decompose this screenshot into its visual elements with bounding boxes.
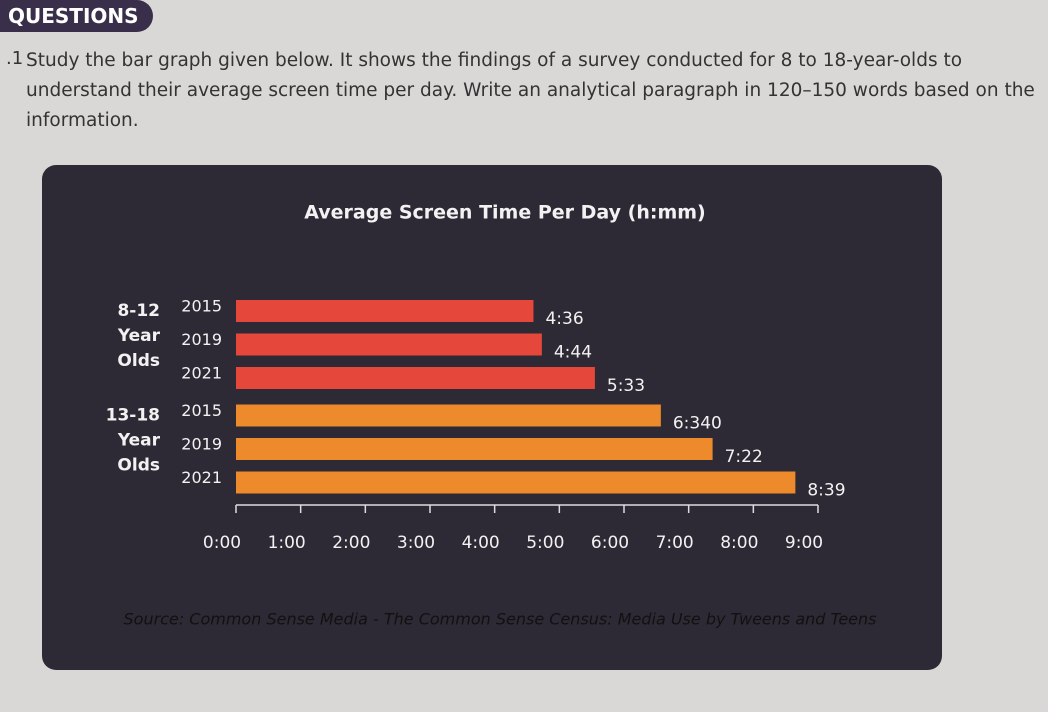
value-label: 5:33 <box>607 376 645 396</box>
category-label: 2019 <box>181 330 222 349</box>
category-label: 2021 <box>181 468 222 487</box>
x-tick-label: 0:00 <box>203 533 241 553</box>
x-tick-label: 6:00 <box>591 533 629 553</box>
group-label: Olds <box>117 351 160 371</box>
category-label: 2019 <box>181 435 222 454</box>
category-label: 2015 <box>181 401 222 420</box>
value-label: 4:44 <box>554 343 592 363</box>
bar <box>236 367 595 389</box>
group-label: 8-12 <box>117 301 160 321</box>
category-label: 2021 <box>181 364 222 383</box>
x-tick-label: 1:00 <box>268 533 306 553</box>
x-tick-label: 9:00 <box>785 533 823 553</box>
value-label: 6:340 <box>673 414 722 434</box>
x-tick-label: 3:00 <box>397 533 435 553</box>
value-label: 4:36 <box>545 309 583 329</box>
bar <box>236 438 713 460</box>
chart-title: Average Screen Time Per Day (h:mm) <box>304 202 706 224</box>
bar <box>236 471 796 494</box>
source: Source: Common Sense Media - The Common … <box>124 610 877 629</box>
x-tick-label: 8:00 <box>720 533 758 553</box>
group-label: 13-18 <box>106 406 160 426</box>
group-label: Olds <box>117 456 160 476</box>
group-label: Year <box>117 326 161 346</box>
section-badge: QUESTIONS <box>0 0 153 32</box>
group-label: Year <box>117 431 161 451</box>
x-tick-label: 7:00 <box>656 533 694 553</box>
value-label: 8:39 <box>807 481 845 501</box>
bar <box>236 333 542 356</box>
bar <box>236 300 534 322</box>
x-tick-label: 2:00 <box>332 533 370 553</box>
bar <box>236 404 661 427</box>
category-label: 2015 <box>181 297 222 316</box>
value-label: 7:22 <box>725 447 763 467</box>
question-number: .1 <box>6 48 24 69</box>
question-text: Study the bar graph given below. It show… <box>26 50 1035 131</box>
x-tick-label: 5:00 <box>526 533 564 553</box>
x-tick-label: 4:00 <box>462 533 500 553</box>
